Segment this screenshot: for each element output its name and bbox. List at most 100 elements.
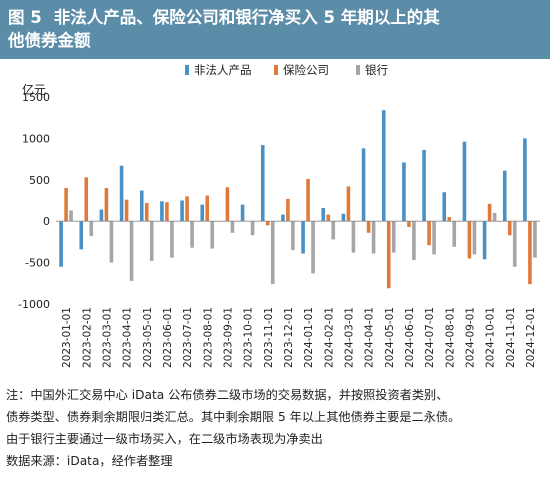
- data-source-line: 数据来源：iData，经作者整理: [6, 454, 173, 468]
- y-tick-label: 1500: [22, 91, 50, 104]
- x-tick-label: 2024-11-01: [505, 307, 517, 368]
- figure-title-banner: 图 5 非法人产品、保险公司和银行净买入 5 年期以上的其 他债券金额: [0, 0, 550, 59]
- title-line-2: 他债券金额: [8, 31, 91, 50]
- bar-2-2024-07-01: [427, 221, 431, 246]
- legend-swatch-2: [274, 65, 278, 75]
- bar-1-2023-12-01: [281, 214, 285, 222]
- x-tick-label: 2023-12-01: [283, 307, 295, 368]
- bar-2-2023-11-01: [265, 221, 270, 226]
- bar-3-2024-12-01: [533, 221, 537, 258]
- bar-1-2024-12-01: [523, 138, 527, 222]
- bar-1-2024-04-01: [361, 148, 366, 222]
- x-tick-label: 2023-07-01: [182, 307, 194, 368]
- x-tick-label: 2023-02-01: [81, 307, 93, 368]
- bar-series: [59, 110, 537, 289]
- bar-3-2024-07-01: [432, 221, 436, 255]
- y-tick-label: 1000: [22, 132, 50, 145]
- chart-legend: 非法人产品 保险公司 银行: [185, 63, 388, 77]
- bar-2-2023-07-01: [185, 196, 189, 222]
- bar-3-2024-01-01: [311, 221, 315, 274]
- x-tick-label: 2023-04-01: [122, 307, 134, 368]
- bar-1-2024-09-01: [462, 141, 467, 222]
- x-tick-label: 2024-08-01: [444, 307, 456, 368]
- bar-1-2024-07-01: [422, 149, 426, 222]
- legend-swatch-3: [356, 65, 360, 75]
- bar-2-2023-02-01: [84, 177, 89, 222]
- x-tick-label: 2024-04-01: [364, 307, 376, 368]
- bar-3-2024-09-01: [472, 221, 477, 255]
- x-tick-label: 2023-01-01: [61, 307, 73, 368]
- bar-3-2023-03-01: [109, 221, 114, 263]
- bar-1-2023-07-01: [180, 200, 184, 222]
- x-tick-label: 2024-10-01: [485, 307, 497, 368]
- bar-2-2023-05-01: [144, 202, 149, 222]
- bar-2-2024-11-01: [507, 221, 512, 236]
- x-tick-label: 2023-05-01: [142, 307, 154, 368]
- bar-2-2024-09-01: [467, 221, 472, 259]
- bar-1-2024-10-01: [482, 221, 487, 260]
- bar-3-2023-05-01: [149, 221, 154, 261]
- bar-3-2023-08-01: [210, 221, 215, 249]
- bar-2-2024-08-01: [447, 217, 452, 222]
- y-tick-label: -500: [25, 257, 50, 270]
- bar-1-2023-10-01: [240, 204, 245, 222]
- bar-2-2024-03-01: [346, 186, 351, 222]
- bar-3-2024-11-01: [512, 221, 517, 267]
- x-tick-label: 2023-09-01: [222, 307, 234, 368]
- bar-3-2023-04-01: [129, 221, 134, 281]
- bar-2-2024-06-01: [407, 221, 411, 227]
- y-axis-unit-label: 亿元: [22, 82, 46, 97]
- figure-title: 图 5 非法人产品、保险公司和银行净买入 5 年期以上的其 他债券金额: [8, 6, 544, 52]
- x-tick-label: 2024-03-01: [343, 307, 355, 368]
- bar-1-2024-03-01: [341, 213, 346, 222]
- bar-1-2024-01-01: [301, 221, 305, 254]
- bar-1-2023-06-01: [160, 201, 164, 222]
- bar-3-2024-10-01: [492, 212, 497, 222]
- bar-2-2023-06-01: [165, 202, 169, 222]
- bar-2-2024-05-01: [386, 221, 391, 289]
- bar-3-2024-06-01: [412, 221, 416, 261]
- bar-1-2024-08-01: [442, 192, 447, 222]
- legend-label-1: 非法人产品: [194, 63, 252, 77]
- bar-3-2023-12-01: [291, 221, 295, 251]
- bar-1-2023-05-01: [139, 190, 144, 222]
- bar-3-2023-09-01: [230, 221, 235, 233]
- legend-label-3: 银行: [365, 63, 388, 77]
- x-tick-label: 2023-06-01: [162, 307, 174, 368]
- bar-3-2024-05-01: [391, 221, 396, 253]
- bar-2-2023-08-01: [205, 195, 210, 222]
- bar-3-2023-01-01: [69, 210, 73, 222]
- bar-2-2024-02-01: [326, 214, 331, 222]
- x-tick-label: 2024-01-01: [303, 307, 315, 368]
- bar-2-2023-01-01: [64, 188, 68, 222]
- note-line-2: 债券类型、债券剩余期限归类汇总。其中剩余期限 5 年以上其他债券主要是二永债。: [6, 410, 461, 424]
- figure-label: 图 5: [8, 8, 42, 27]
- x-axis: 2023-01-01 2023-02-01 2023-03-01 2023-04-01…: [56, 220, 540, 368]
- title-line-1: 非法人产品、保险公司和银行净买入 5 年期以上的其: [53, 8, 440, 27]
- bar-2-2023-12-01: [286, 198, 290, 222]
- bar-3-2023-06-01: [170, 221, 174, 258]
- bar-1-2024-06-01: [402, 162, 406, 222]
- bar-3-2023-07-01: [190, 221, 194, 248]
- bar-2-2024-12-01: [528, 221, 532, 285]
- bar-3-2023-11-01: [270, 221, 275, 285]
- bar-3-2024-02-01: [331, 221, 336, 240]
- y-tick-label: 0: [43, 215, 50, 228]
- x-tick-label: 2023-10-01: [243, 307, 255, 368]
- x-tick-label: 2024-12-01: [525, 307, 537, 368]
- bar-2-2023-04-01: [124, 199, 129, 222]
- bar-3-2024-04-01: [371, 221, 376, 254]
- bar-1-2024-11-01: [502, 170, 507, 222]
- bar-1-2023-08-01: [200, 204, 205, 222]
- x-tick-label: 2024-02-01: [323, 307, 335, 368]
- x-tick-label: 2023-11-01: [263, 307, 275, 368]
- bar-1-2023-02-01: [79, 221, 84, 250]
- bar-3-2023-02-01: [89, 221, 94, 237]
- legend-label-2: 保险公司: [283, 63, 329, 77]
- note-line-3: 由于银行主要通过一级市场买入，在二级市场表现为净卖出: [6, 432, 323, 446]
- bar-1-2023-04-01: [119, 165, 124, 222]
- legend-swatch-1: [185, 65, 189, 75]
- x-tick-label: 2024-05-01: [384, 307, 396, 368]
- x-tick-label: 2024-09-01: [464, 307, 476, 368]
- chart-notes: 注：中国外汇交易中心 iData 公布债券二级市场的交易数据，并按照投资者类别、…: [6, 384, 546, 472]
